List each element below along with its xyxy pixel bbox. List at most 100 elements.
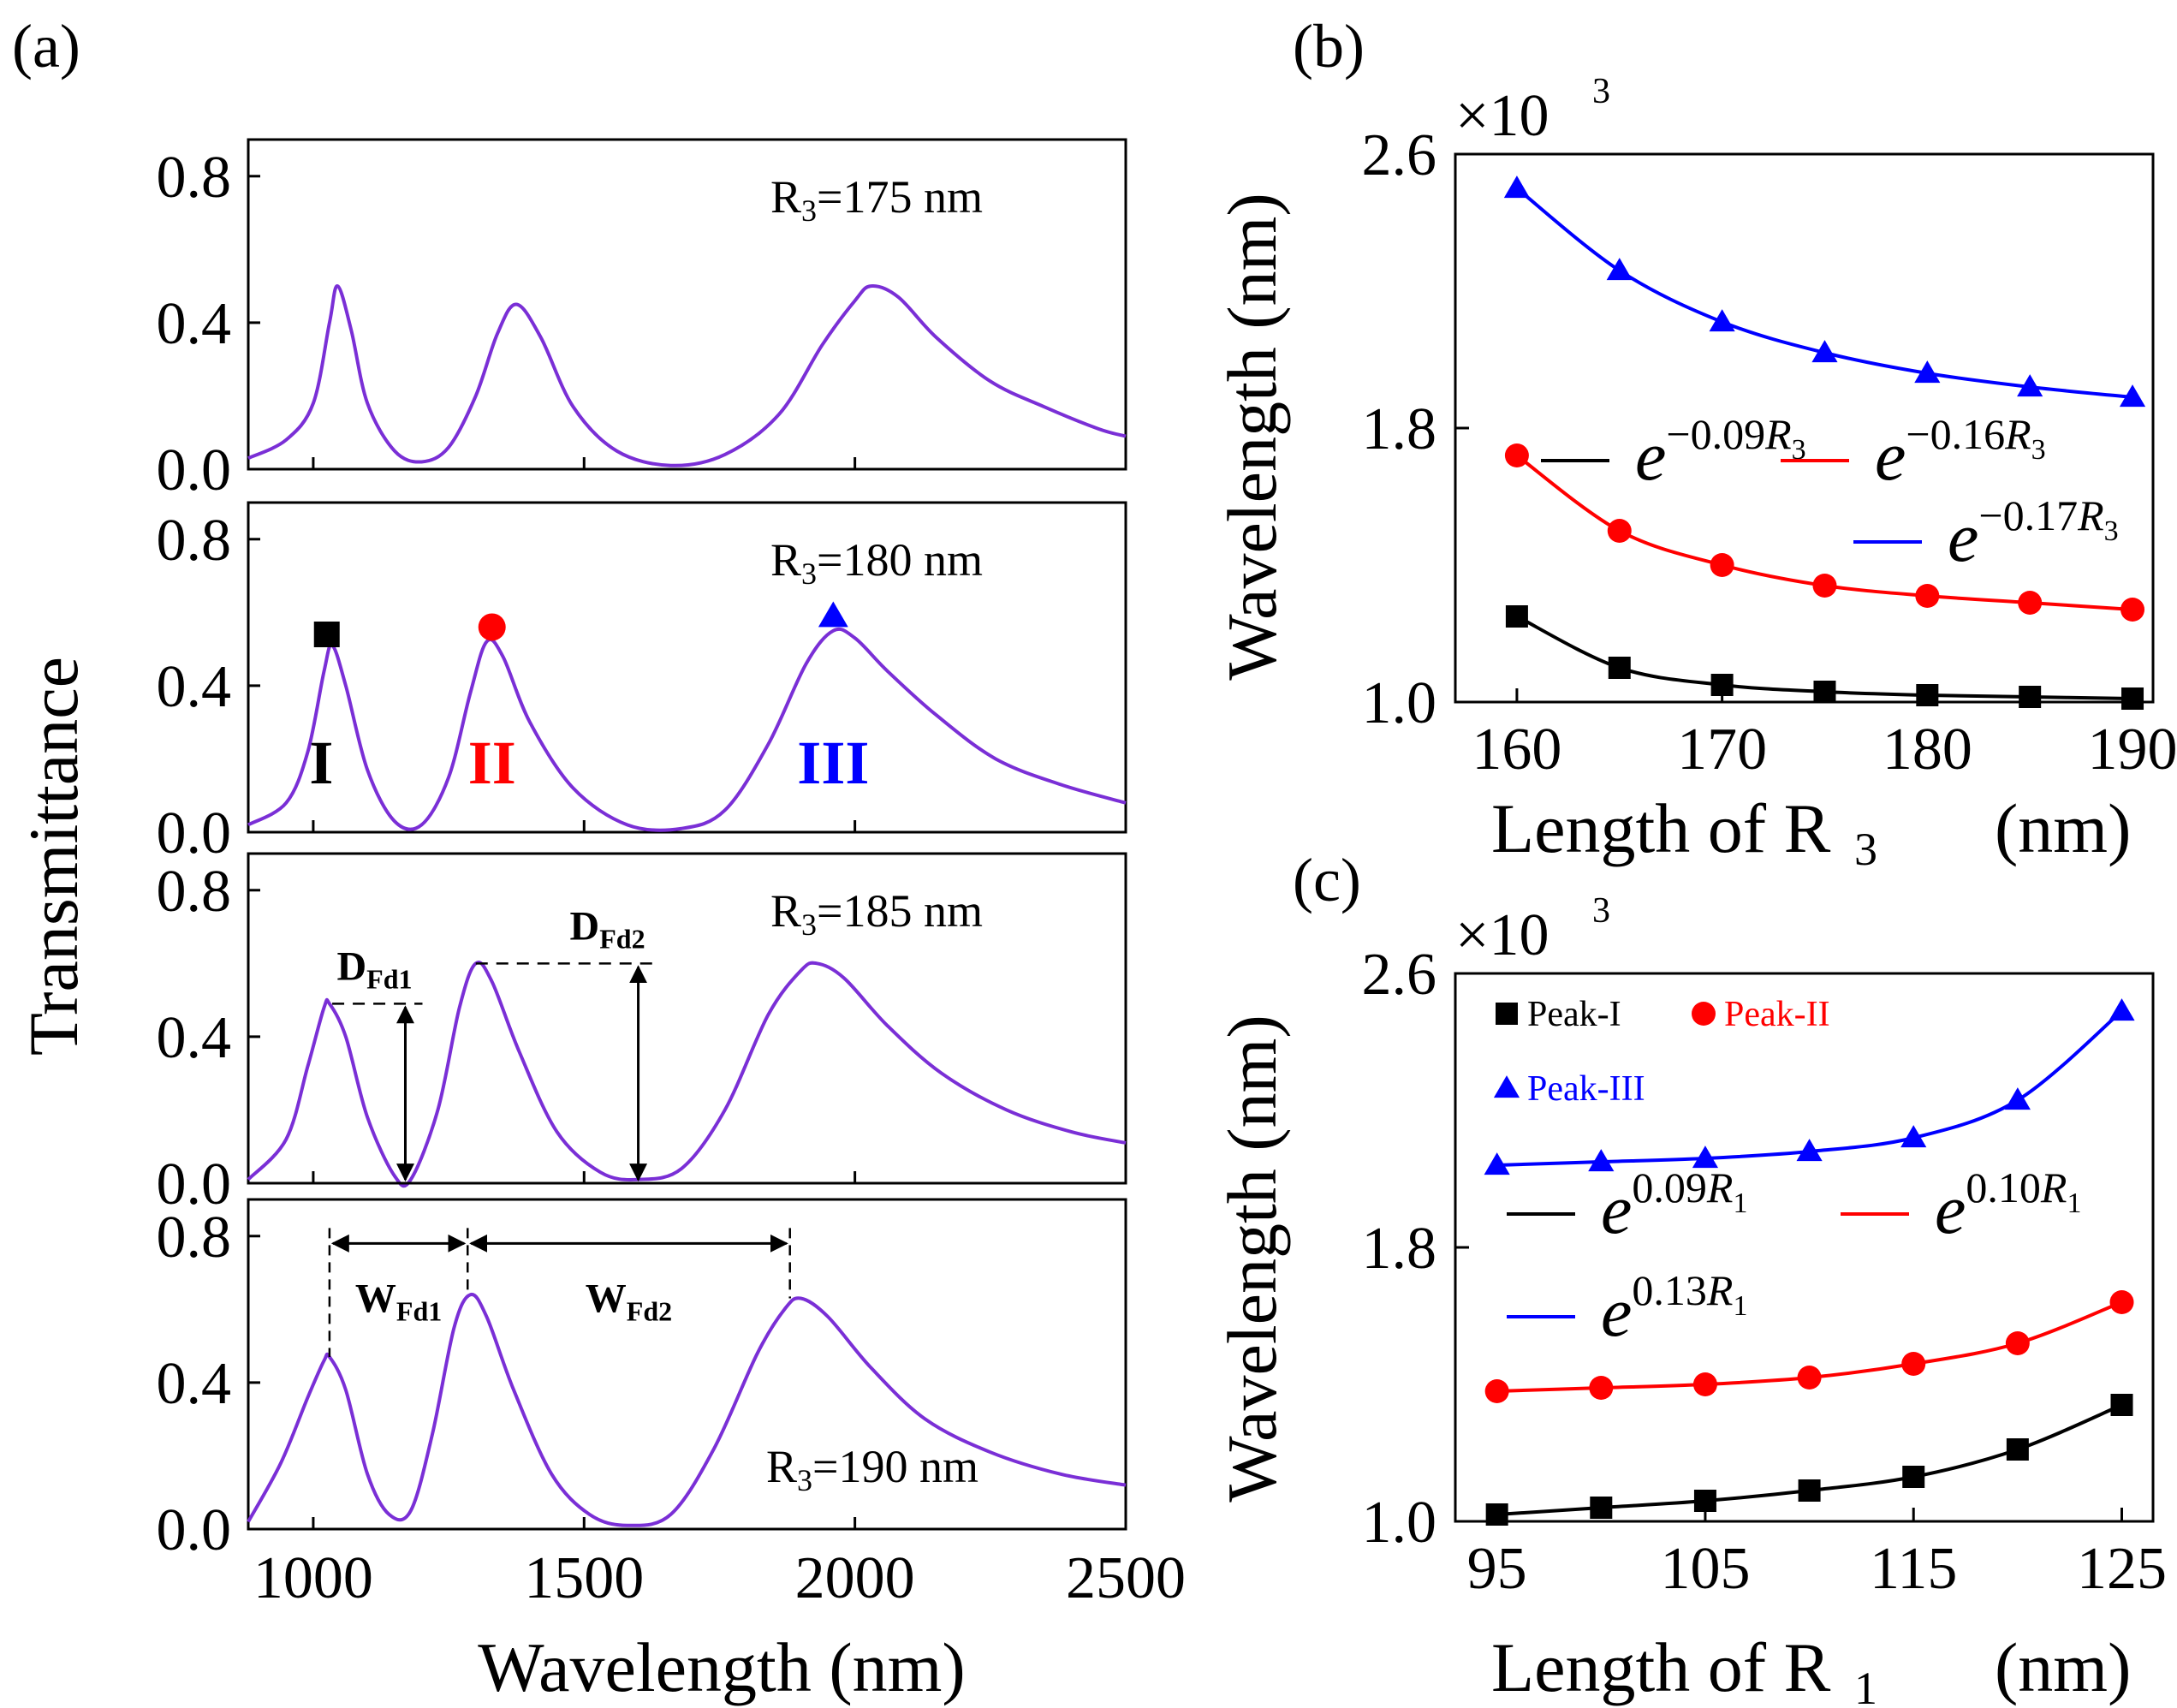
panel-c-legend-peak-i: Peak-I: [1496, 995, 1621, 1034]
panel-b-peak-i-point: [1505, 605, 1528, 628]
panel-c-fit-black-exp: 0.09: [1632, 1163, 1707, 1211]
panel-b-multiplier-exp: 3: [1592, 72, 1610, 111]
subplot-2-ytick-label: 0.0: [157, 800, 232, 866]
panel-c-fit-black-var: R: [1706, 1163, 1734, 1211]
panel-b-xtick-label: 190: [2088, 717, 2177, 783]
subplot-1: 0.0 0.4 0.8 R3=175 nm: [157, 138, 1127, 503]
panel-label-b: (b): [1293, 12, 1365, 80]
subplot-1-ytick-label: 0.8: [157, 145, 232, 211]
subplot-3-ytick-label: 0.8: [157, 859, 232, 925]
panel-label-c: (c): [1293, 846, 1361, 914]
panel-c-peak-iii-point: [2109, 998, 2135, 1021]
dim-W_Fd2-main: W: [586, 1276, 627, 1321]
panel-b-peak-ii-point: [2120, 598, 2145, 622]
panel-b-peak-iii-fit-line: [1515, 187, 2133, 399]
panel-c-peak-iii-point: [1900, 1125, 1927, 1148]
panel-c-xtick-label: 95: [1467, 1536, 1527, 1602]
subplot-3-ytick-label: 0.0: [157, 1152, 232, 1217]
panel-c-fit-blue-label: e0.13R1: [1601, 1266, 1747, 1351]
panel-c-fit-blue-base: e: [1601, 1273, 1632, 1351]
panel-c-fit-black-label: e0.09R1: [1601, 1163, 1747, 1248]
panel-b-fit-blue-label: e−0.17R3: [1948, 491, 2119, 576]
panel-c-peak-iii-point: [2004, 1087, 2031, 1110]
panel-b-fit-black-var: R: [1764, 410, 1792, 458]
panel-b-fit-black-base: e: [1635, 417, 1666, 495]
panel-c-ytick-label: 2.6: [1362, 942, 1437, 1008]
dim-W_Fd1-main: W: [355, 1276, 396, 1321]
panel-b-peak-ii-point: [1710, 553, 1734, 577]
panel-c-peak-ii-point: [1901, 1352, 1926, 1376]
dim-D_Fd2-label: DFd2: [570, 903, 645, 954]
subplot-2-label-part: =180 nm: [817, 534, 983, 586]
subplot-4-ytick-label: 0.4: [157, 1351, 232, 1417]
panel-b-peak-i-point: [1608, 657, 1631, 679]
panel-c-legend-peak-ii: Peak-II: [1692, 995, 1830, 1034]
panel-b-xtick-label: 180: [1883, 717, 1972, 783]
subplot-3-label-part: 3: [801, 908, 817, 942]
panel-b-peak-ii-point: [2018, 591, 2043, 615]
panel-b-fit-red-var-sub: 3: [2031, 434, 2046, 466]
subplot-3: 0.0 0.4 0.8 R3=185 nm: [157, 852, 1127, 1217]
panel-c-fit-red-var: R: [2040, 1163, 2067, 1211]
panel-b-peak-iii-point: [1606, 258, 1633, 281]
peak-I-marker: [313, 622, 340, 647]
panel-b-fit-blue-base: e: [1948, 498, 1978, 576]
panel-c-legend-peak-i-label: Peak-I: [1527, 995, 1621, 1034]
panel-c-legend-peak-iii: Peak-III: [1493, 1069, 1645, 1109]
panel-c-peak-ii-point: [2005, 1331, 2030, 1355]
panel-c-peak-i-point: [2110, 1394, 2133, 1416]
panel-c-fit-red-var-sub: 1: [2067, 1187, 2081, 1219]
panel-b-frame: [1454, 152, 2155, 704]
panel-b-peak-ii-point: [1607, 519, 1632, 543]
panel-c-xlabel-rest: (nm): [1995, 1628, 2131, 1706]
panel-c-fit-blue-var: R: [1706, 1266, 1734, 1314]
panel-b-peak-iii-point: [2119, 384, 2146, 408]
panel-c-multiplier-exp: 3: [1592, 891, 1610, 931]
dim-W_Fd2-label: WFd2: [586, 1276, 672, 1326]
panel-c-ytick-label: 1.8: [1362, 1216, 1437, 1282]
panel-c-peak-i-point: [1590, 1497, 1613, 1519]
panel-b-xtick-label: 170: [1677, 717, 1767, 783]
panel-c-peak-ii-point: [1797, 1366, 1822, 1390]
panel-c-fit-blue-exp: 0.13: [1632, 1266, 1707, 1314]
panel-a-xtick-label: 2000: [795, 1545, 915, 1611]
panel-c-ylabel: Wavelength (nm): [1213, 1015, 1291, 1502]
subplot-4-ytick-label: 0.0: [157, 1497, 232, 1563]
subplot-4-label-part: R: [766, 1441, 797, 1492]
panel-b-peak-iii-point: [1811, 340, 1838, 363]
panel-c-fit-black-var-sub: 1: [1733, 1187, 1747, 1219]
panel-c-legend-peak-ii-label: Peak-II: [1724, 995, 1830, 1034]
subplot-3-label-part: R: [770, 885, 801, 937]
panel-c-peak-i-point: [1485, 1503, 1508, 1526]
dim-W_Fd2-sub: Fd2: [627, 1295, 672, 1326]
subplot-2-label: R3=180 nm: [770, 534, 983, 591]
panel-b-peak-iii-point: [1503, 176, 1530, 199]
subplot-2-ytick-label: 0.8: [157, 508, 232, 574]
panel-c-multiplier-base: ×10: [1455, 902, 1549, 968]
panel-c-peak-i-point: [1902, 1466, 1925, 1488]
panel-c-peak-ii-point: [1692, 1372, 1717, 1396]
panel-b-fit-red-var: R: [2004, 410, 2031, 458]
panel-label-a: (a): [12, 12, 80, 80]
dim-D_Fd1-main: D: [336, 943, 366, 989]
panel-c-fit-red: e0.10R1: [1841, 1163, 2081, 1248]
subplot-2: 0.0 0.4 0.8 R3=180 nm: [157, 501, 1127, 866]
panel-b-fit-blue-var: R: [2077, 491, 2104, 539]
panel-b-peak-i-point: [2121, 687, 2144, 710]
subplot-4-label-part: 3: [797, 1463, 812, 1497]
panel-a-xtick-label: 1500: [524, 1545, 644, 1611]
subplot-1-label-part: R: [770, 171, 801, 223]
dim-D_Fd2-main: D: [570, 903, 600, 949]
panel-c-xlabel: Length of R 1 (nm): [1491, 1628, 2131, 1708]
subplot-4-label-part: =190 nm: [812, 1441, 978, 1492]
subplot-2-label-part: 3: [801, 556, 817, 591]
panel-b-peak-iii-point: [1914, 360, 1941, 384]
panel-c-legend-peak-iii-label: Peak-III: [1527, 1069, 1645, 1109]
panel-b-fit-red-label: e−0.16R3: [1875, 410, 2046, 495]
panel-c-legend-peak-i-marker: [1496, 1003, 1518, 1025]
subplot-1-label: R3=175 nm: [770, 171, 983, 228]
panel-c-peak-i-point: [1693, 1490, 1716, 1512]
panel-b-peak-ii-point: [1812, 574, 1837, 598]
subplot-3-ytick-label: 0.4: [157, 1005, 232, 1071]
